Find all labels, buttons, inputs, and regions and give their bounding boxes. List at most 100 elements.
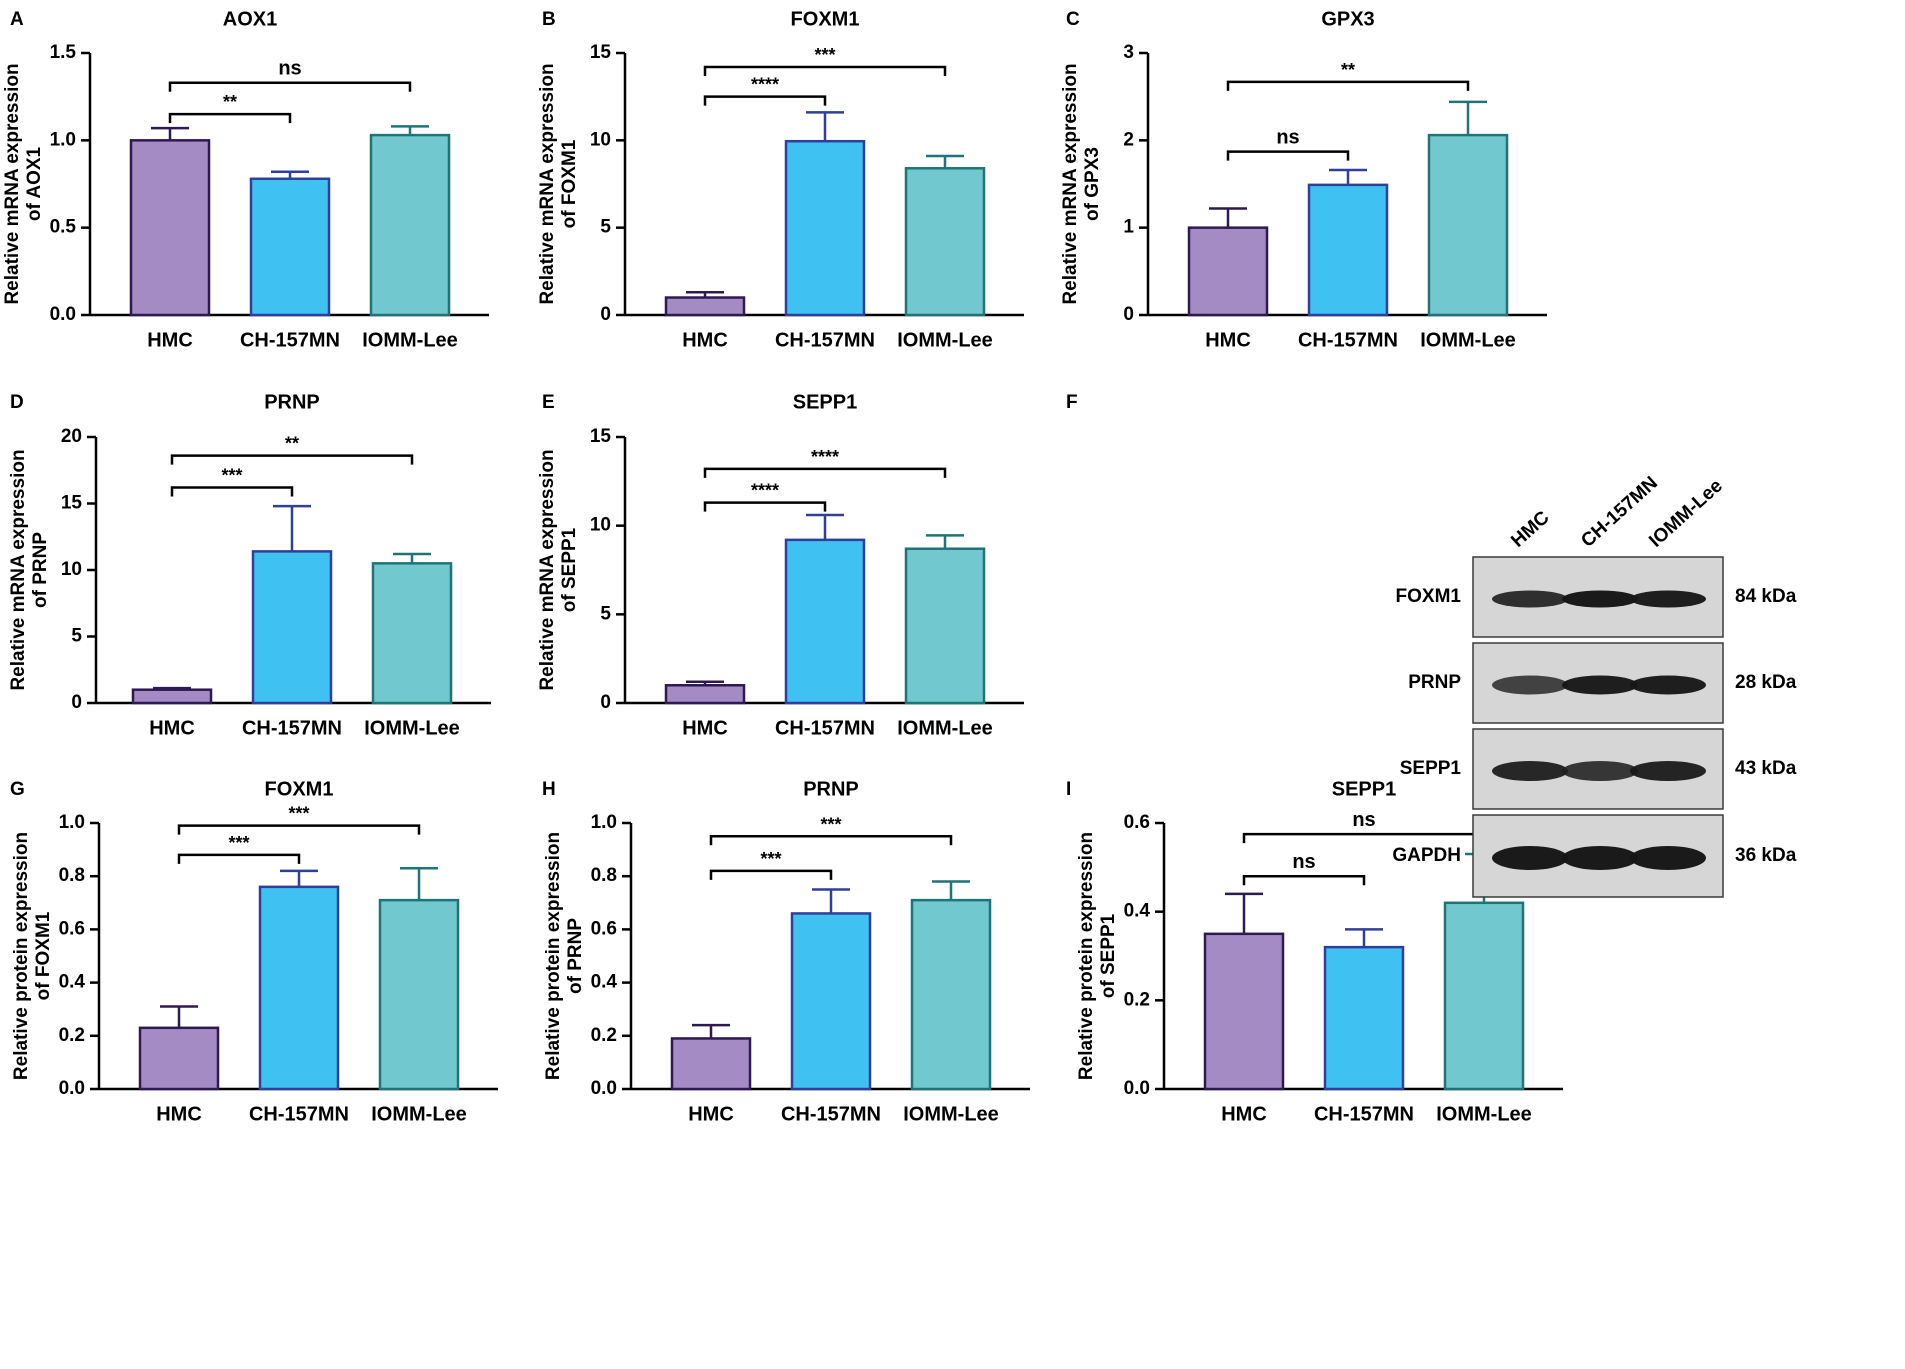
blot-row-label: GAPDH <box>1392 845 1461 866</box>
y-tick-label: 0.0 <box>1124 1078 1150 1099</box>
y-axis-label: Relative protein expressionof SEPP1 <box>1076 832 1119 1080</box>
x-tick-label: CH-157MN <box>1298 329 1398 351</box>
y-axis-label-line1: Relative mRNA expression <box>1060 63 1081 304</box>
y-tick-label: 1.0 <box>59 812 85 833</box>
significance-bracket <box>170 486 294 497</box>
bar-ch-157mn <box>1307 183 1389 317</box>
bar-hmc <box>664 684 746 705</box>
bar-iomm-lee <box>371 562 453 705</box>
bar-chart-D: D PRNP Relative mRNA expressionof PRNP 0 5 10… <box>8 391 491 739</box>
y-tick-label: 0.5 <box>50 217 77 238</box>
x-tick-label: HMC <box>682 717 728 739</box>
y-tick-label: 0.0 <box>591 1078 617 1099</box>
chart-title: PRNP <box>803 778 859 800</box>
y-tick-label: 0 <box>600 692 611 713</box>
bar-iomm-lee <box>378 898 460 1091</box>
significance-bracket <box>168 112 292 124</box>
significance-label: *** <box>760 849 781 869</box>
y-tick-label: 1.5 <box>50 42 77 63</box>
blot-band <box>1562 675 1638 695</box>
significance-bracket <box>703 501 827 512</box>
y-axis-label-line2: of GPX3 <box>1082 147 1103 221</box>
significance-label: ns <box>278 58 301 80</box>
blot-row-label: SEPP1 <box>1400 758 1462 779</box>
significance-label: **** <box>811 447 839 467</box>
significance-label: ** <box>223 92 237 112</box>
y-tick-label: 2 <box>1123 129 1134 150</box>
y-axis-label: Relative mRNA expressionof FOXM1 <box>537 63 580 304</box>
x-tick-label: CH-157MN <box>775 717 875 739</box>
x-tick-label: CH-157MN <box>775 329 875 351</box>
chart-title: SEPP1 <box>793 391 857 413</box>
significance-label: ns <box>1276 127 1299 149</box>
y-tick-label: 0.4 <box>59 972 86 993</box>
significance-label: **** <box>751 75 779 95</box>
y-axis-label: Relative protein expressionof FOXM1 <box>11 832 54 1080</box>
blot-band <box>1492 675 1568 695</box>
blot-band <box>1492 846 1568 870</box>
y-axis-label: Relative mRNA expressionof GPX3 <box>1060 63 1103 304</box>
y-axis-label-line2: of SEPP1 <box>559 527 580 612</box>
y-tick-label: 5 <box>600 603 611 624</box>
panel-letter: F <box>1066 392 1078 413</box>
y-tick-label: 1.0 <box>50 129 76 150</box>
y-tick-label: 0.4 <box>1124 901 1151 922</box>
bar-chart-B: B FOXM1 Relative mRNA expressionof FOXM1 0 5… <box>537 8 1024 351</box>
x-tick-label: HMC <box>682 329 728 351</box>
x-tick-label: HMC <box>149 717 195 739</box>
y-tick-label: 0.4 <box>591 972 618 993</box>
y-axis-label-line2: of PRNP <box>30 532 51 608</box>
y-axis-label: Relative mRNA expressionof AOX1 <box>2 63 45 304</box>
panel-letter: E <box>542 392 555 413</box>
significance-bracket <box>1242 874 1366 886</box>
y-tick-label: 1.0 <box>591 812 617 833</box>
bar-hmc <box>664 296 746 317</box>
y-tick-label: 0.2 <box>591 1025 617 1046</box>
significance-label: ns <box>1292 851 1315 873</box>
significance-bracket <box>177 824 421 835</box>
significance-bracket <box>703 467 947 478</box>
blot-band <box>1492 590 1568 608</box>
significance-label: ns <box>1352 809 1375 831</box>
y-tick-label: 10 <box>590 515 611 536</box>
y-axis-label-line1: Relative protein expression <box>543 832 564 1080</box>
panel-letter: D <box>10 392 24 413</box>
y-tick-label: 0.8 <box>591 865 617 886</box>
bar-ch-157mn <box>258 885 340 1091</box>
x-tick-label: IOMM-Lee <box>897 717 993 739</box>
x-tick-label: IOMM-Lee <box>362 329 458 351</box>
x-tick-label: HMC <box>1221 1103 1267 1125</box>
x-tick-label: IOMM-Lee <box>364 717 460 739</box>
y-tick-label: 10 <box>61 559 82 580</box>
y-axis-label-line2: of FOXM1 <box>33 911 54 1000</box>
bar-ch-157mn <box>790 912 872 1091</box>
y-tick-label: 0.8 <box>59 865 85 886</box>
y-tick-label: 0 <box>71 692 82 713</box>
significance-label: *** <box>820 814 841 834</box>
panel-letter: B <box>542 9 556 30</box>
bar-hmc <box>1203 932 1285 1091</box>
x-tick-label: CH-157MN <box>1314 1103 1414 1125</box>
significance-bracket <box>703 65 947 76</box>
y-tick-label: 0.6 <box>591 918 617 939</box>
chart-title: FOXM1 <box>265 778 334 800</box>
y-axis-label-line2: of PRNP <box>565 918 586 994</box>
x-tick-label: IOMM-Lee <box>897 329 993 351</box>
y-axis-label-line1: Relative mRNA expression <box>8 449 29 690</box>
y-tick-label: 15 <box>61 493 83 514</box>
y-tick-label: 0.6 <box>1124 812 1150 833</box>
blot-band <box>1562 761 1638 781</box>
significance-bracket <box>170 454 414 465</box>
y-axis-label-line1: Relative mRNA expression <box>537 449 558 690</box>
significance-label: *** <box>288 804 309 824</box>
significance-bracket <box>1242 832 1486 844</box>
x-tick-label: HMC <box>156 1103 202 1125</box>
blot-kda-label: 36 kDa <box>1735 845 1797 866</box>
x-tick-label: HMC <box>688 1103 734 1125</box>
y-tick-label: 0.0 <box>59 1078 85 1099</box>
chart-title: FOXM1 <box>791 8 860 30</box>
x-tick-label: CH-157MN <box>249 1103 349 1125</box>
